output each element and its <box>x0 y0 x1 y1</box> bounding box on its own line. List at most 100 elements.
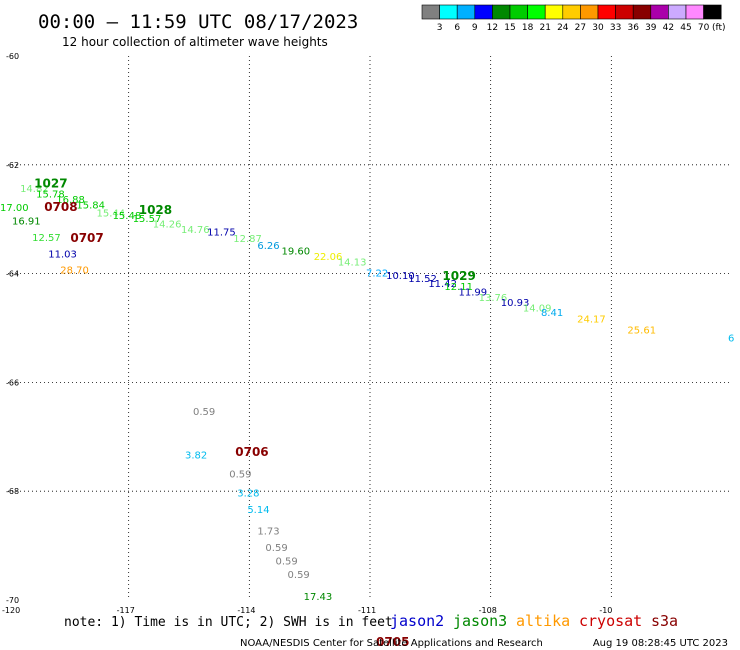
wave-height-point: 15.84 <box>76 200 105 211</box>
legend-swatch <box>685 4 704 20</box>
legend-swatch <box>562 4 581 20</box>
wave-height-point: 11.52 <box>408 274 437 285</box>
legend-swatch <box>668 4 687 20</box>
legend-tick-label: 45 <box>680 23 691 33</box>
x-tick-label: -111 <box>358 606 376 615</box>
wave-height-point: 7.22 <box>366 268 388 279</box>
wave-height-point: 3.82 <box>185 451 207 462</box>
legend-swatch <box>474 4 493 20</box>
wave-height-point: 22.06 <box>314 252 343 263</box>
time-annotations: 1027 0708 1028 0707 1029 0706 0705 <box>34 177 476 650</box>
pass-time-label: 1027 <box>34 177 67 191</box>
x-tick-label: -114 <box>237 606 255 615</box>
axis-ticks: -60 -62 -64 -66 -68 -70-120 -117 -114 -111 -108 -1… <box>2 52 612 615</box>
wave-height-point: 14.09 <box>523 304 552 315</box>
wave-height-point: 24.17 <box>577 315 606 326</box>
wave-height-point: 12.87 <box>233 234 262 245</box>
pass-time-label: 0708 <box>44 200 77 214</box>
wave-height-point: 5.14 <box>247 505 269 516</box>
wave-height-point: 0.59 <box>275 557 297 568</box>
footer-note: note: 1) Time is in UTC; 2) SWH is in fe… <box>64 615 393 630</box>
legend-swatch <box>650 4 669 20</box>
legend-swatch <box>492 4 511 20</box>
wave-height-point: 0.59 <box>265 543 287 554</box>
legend-swatch <box>527 4 546 20</box>
wave-height-point: 28.70 <box>60 266 89 277</box>
legend-tick-label: 27 <box>575 23 586 33</box>
legend-swatch <box>509 4 528 20</box>
legend-tick-label: 9 <box>472 23 478 33</box>
wave-height-point: 11.75 <box>207 228 236 239</box>
satellite-name-altika: altika <box>516 612 570 630</box>
wave-height-point: 12.57 <box>32 233 61 244</box>
wave-height-point: 0.59 <box>229 470 251 481</box>
wave-height-point: 11.03 <box>48 249 77 260</box>
legend-unit: (ft) <box>712 23 726 33</box>
legend-tick-label: 33 <box>610 23 621 33</box>
footer-timestamp: Aug 19 08:28:45 UTC 2023 <box>593 638 728 649</box>
satellite-name-jason3: jason3 <box>453 612 507 630</box>
wave-height-point: 16.88 <box>56 195 85 206</box>
wave-height-point: 15.78 <box>36 189 65 200</box>
chart-subtitle: 12 hour collection of altimeter wave hei… <box>62 35 328 49</box>
legend-swatch <box>615 4 634 20</box>
legend-tick-label: 21 <box>539 23 550 33</box>
legend-swatch <box>439 4 458 20</box>
wave-height-point: 11.42 <box>428 279 457 290</box>
wave-height-point: 1.73 <box>257 527 279 538</box>
x-tick-label: -117 <box>117 606 135 615</box>
satellite-name-cryosat: cryosat <box>579 612 642 630</box>
pass-time-label: 0707 <box>70 231 103 245</box>
wave-height-point: 0.59 <box>288 570 310 581</box>
legend-swatch <box>703 4 722 20</box>
wave-height-point: 3.28 <box>237 489 259 500</box>
legend-swatch <box>456 4 476 20</box>
wave-height-point: 14.26 <box>153 219 182 230</box>
pass-time-label: 1028 <box>139 203 172 217</box>
footer-credit: NOAA/NESDIS Center for Satellite Applica… <box>240 638 543 649</box>
legend-tick-label: 15 <box>504 23 515 33</box>
y-tick-label: -68 <box>6 487 19 496</box>
legend-tick-label: 3 <box>437 23 443 33</box>
chart-title: 00:00 – 11:59 UTC 08/17/2023 <box>38 11 358 33</box>
satellite-name-s3a: s3a <box>651 612 678 630</box>
y-tick-label: -64 <box>6 270 19 279</box>
legend-tick-label: 18 <box>522 23 534 33</box>
y-tick-label: -60 <box>6 52 19 61</box>
legend-tick-label: 12 <box>487 23 498 33</box>
wave-height-point: 6.26 <box>257 241 279 252</box>
wave-height-point: 12.11 <box>444 282 473 293</box>
wave-height-point: 0.59 <box>193 407 215 418</box>
legend-swatch <box>632 4 652 20</box>
wave-height-point: 15.44 <box>96 208 125 219</box>
wave-height-point: 8.41 <box>541 308 563 319</box>
legend-swatch <box>580 4 599 20</box>
wave-height-point: 17.43 <box>304 592 333 603</box>
wave-height-point: 16.91 <box>12 217 41 228</box>
pass-time-label: 1029 <box>442 269 475 283</box>
legend-tick-label: 42 <box>663 23 674 33</box>
plot-grid <box>8 56 732 600</box>
wave-height-point: 10.93 <box>501 298 530 309</box>
satellite-legend: jason2 jason3 altika cryosat s3a <box>390 612 678 630</box>
wave-height-point: 17.00 <box>0 203 29 214</box>
x-tick-label: -108 <box>479 606 497 615</box>
legend-swatch <box>544 4 564 20</box>
legend-swatch <box>421 4 440 20</box>
legend-tick-label: 30 <box>592 23 604 33</box>
wave-height-point: 15.57 <box>133 214 162 225</box>
y-tick-label: -70 <box>6 596 19 605</box>
x-tick-label: -120 <box>2 606 20 615</box>
legend-tick-label: 6 <box>454 23 460 33</box>
pass-time-label: 0706 <box>235 445 268 459</box>
wave-height-point: 11.99 <box>458 287 487 298</box>
wave-height-labels: 14.8215.7816.8815.8415.4415.4815.5714.26… <box>0 184 734 603</box>
wave-height-point: 14.82 <box>20 184 49 195</box>
satellite-name-jason2: jason2 <box>390 612 444 630</box>
pass-time-label: 0705 <box>376 635 409 649</box>
wave-height-point: 15.48 <box>113 211 142 222</box>
x-tick-label: -10 <box>599 606 612 615</box>
legend-tick-label: 70 <box>698 23 710 33</box>
wave-height-point: 6 <box>728 334 734 345</box>
